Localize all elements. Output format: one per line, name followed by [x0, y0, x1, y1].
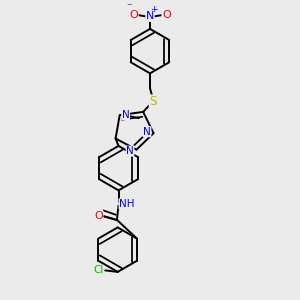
Text: N: N: [122, 110, 130, 120]
Text: S: S: [149, 95, 157, 108]
Text: O: O: [94, 211, 103, 220]
Text: N: N: [146, 11, 154, 22]
Text: O: O: [129, 10, 138, 20]
Text: N: N: [143, 127, 151, 137]
Text: +: +: [150, 5, 157, 14]
Text: O: O: [162, 10, 171, 20]
Text: N: N: [126, 146, 134, 156]
Text: Cl: Cl: [93, 266, 103, 275]
Text: ⁻: ⁻: [127, 3, 132, 13]
Text: NH: NH: [119, 199, 135, 209]
